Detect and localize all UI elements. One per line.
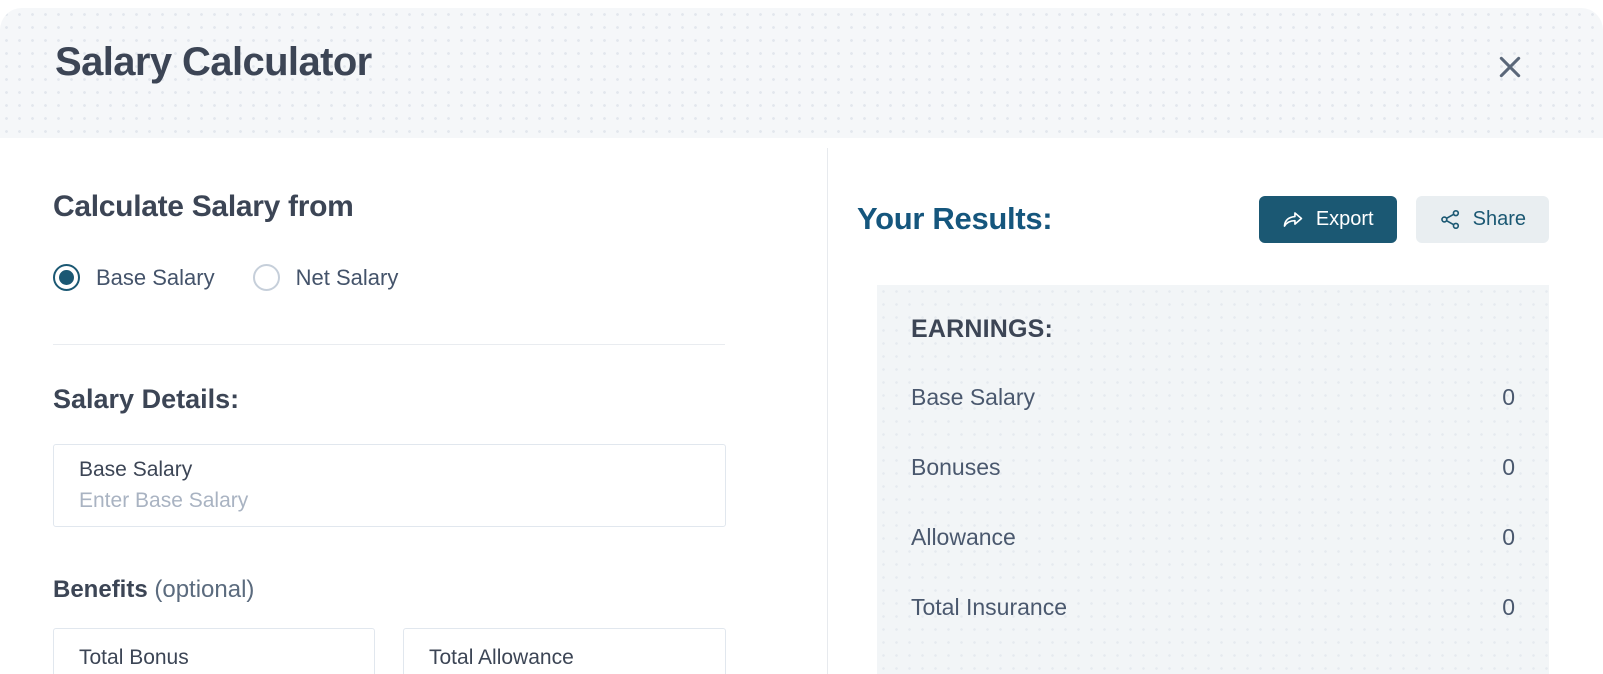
- total-allowance-field[interactable]: Total Allowance: [403, 628, 726, 674]
- base-salary-field-label: Base Salary: [79, 458, 193, 481]
- earnings-row-bonuses: Bonuses 0: [911, 454, 1515, 481]
- section-divider: [53, 344, 725, 345]
- close-button[interactable]: [1487, 44, 1533, 90]
- earnings-row-value: 0: [1502, 594, 1515, 620]
- results-panel: EARNINGS: Base Salary 0 Bonuses 0 Allowa…: [877, 285, 1549, 674]
- salary-details-heading: Salary Details:: [53, 384, 240, 414]
- earnings-row-total-insurance: Total Insurance 0: [911, 594, 1515, 621]
- earnings-row-value: 0: [1502, 454, 1515, 480]
- total-allowance-field-label: Total Allowance: [429, 646, 574, 669]
- earnings-row-value: 0: [1502, 384, 1515, 410]
- radio-base-salary[interactable]: Base Salary: [53, 264, 215, 291]
- base-salary-field[interactable]: Base Salary: [53, 444, 726, 527]
- benefits-heading: Benefits (optional): [53, 576, 254, 604]
- earnings-row-label: Base Salary: [911, 384, 1036, 410]
- close-icon: [1494, 51, 1526, 83]
- radio-net-salary[interactable]: Net Salary: [252, 264, 399, 291]
- earnings-row-label: Allowance: [911, 524, 1016, 550]
- export-icon: [1282, 208, 1305, 231]
- radio-unselected-icon: [252, 264, 280, 291]
- share-icon: [1439, 208, 1462, 231]
- results-buttons: Export Share: [1258, 195, 1549, 243]
- radio-label: Base Salary: [96, 264, 215, 290]
- benefits-heading-main: Benefits: [53, 576, 148, 603]
- base-salary-input[interactable]: [79, 489, 700, 513]
- modal-body: Calculate Salary from Base Salary Net Sa…: [0, 138, 1603, 674]
- vertical-divider: [827, 148, 828, 674]
- results-header: Your Results: Export: [857, 194, 1549, 244]
- earnings-row-base-salary: Base Salary 0: [911, 384, 1515, 411]
- results-heading: Your Results:: [857, 201, 1053, 236]
- benefits-heading-optional: (optional): [147, 576, 255, 603]
- share-button[interactable]: Share: [1415, 195, 1549, 243]
- modal-header: Salary Calculator: [0, 8, 1603, 138]
- page-title: Salary Calculator: [55, 40, 372, 84]
- export-button[interactable]: Export: [1258, 195, 1397, 243]
- earnings-heading: EARNINGS:: [911, 315, 1054, 343]
- export-button-label: Export: [1315, 207, 1374, 230]
- radio-label: Net Salary: [295, 264, 399, 290]
- calculate-from-heading: Calculate Salary from: [53, 190, 354, 223]
- share-button-label: Share: [1472, 207, 1526, 230]
- total-bonus-field-label: Total Bonus: [79, 646, 189, 669]
- calculate-from-radio-group: Base Salary Net Salary: [53, 264, 398, 291]
- total-bonus-field[interactable]: Total Bonus: [53, 628, 375, 674]
- earnings-row-allowance: Allowance 0: [911, 524, 1515, 551]
- radio-selected-icon: [53, 264, 80, 291]
- earnings-row-value: 0: [1502, 524, 1515, 550]
- earnings-row-label: Bonuses: [911, 454, 1001, 480]
- salary-calculator-modal: Salary Calculator Calculate Salary from …: [0, 8, 1603, 674]
- earnings-row-label: Total Insurance: [911, 594, 1067, 620]
